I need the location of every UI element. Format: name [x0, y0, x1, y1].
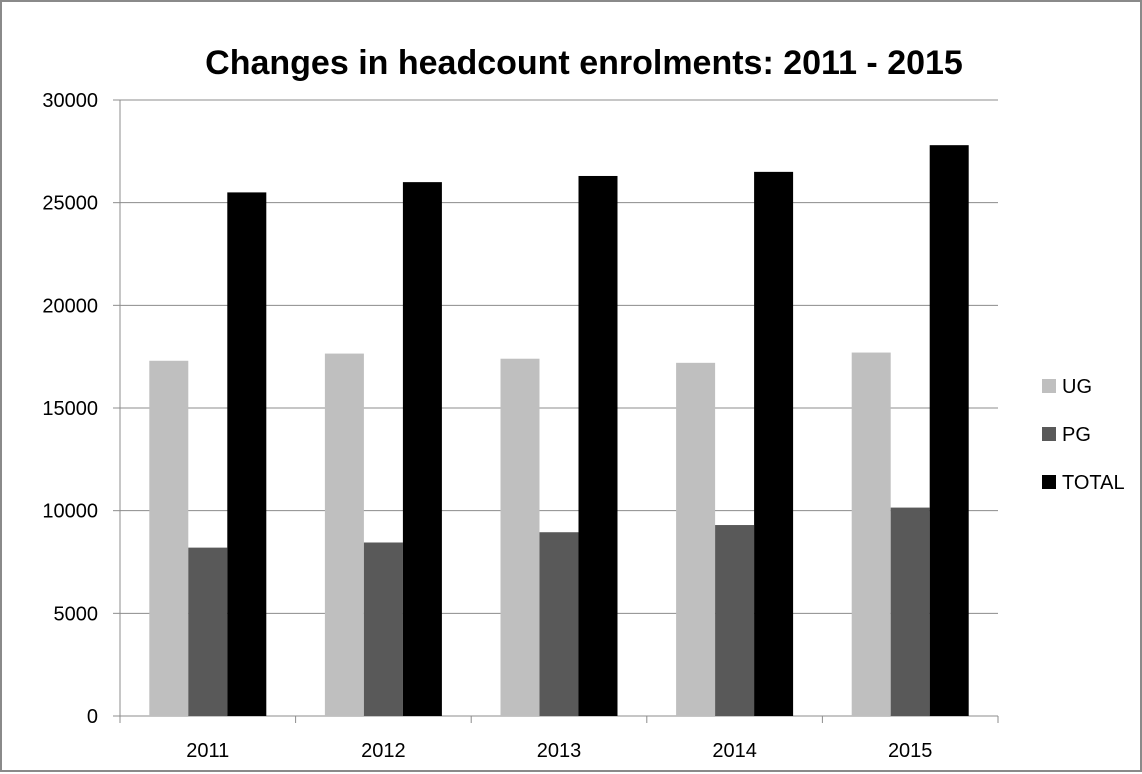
bar-total-2015 — [929, 145, 969, 716]
y-tick-label: 20000 — [42, 295, 98, 317]
legend-swatch-ug — [1042, 379, 1056, 393]
chart-title: Changes in headcount enrolments: 2011 - … — [205, 44, 963, 82]
bar-pg-2011 — [188, 547, 228, 716]
legend-label-pg: PG — [1062, 424, 1091, 446]
bar-ug-2014 — [676, 362, 716, 716]
gridlines — [120, 99, 998, 614]
bar-total-2013 — [578, 175, 618, 716]
bar-pg-2015 — [890, 507, 930, 716]
bar-total-2014 — [754, 171, 794, 716]
y-tick-label: 0 — [87, 706, 98, 728]
bar-pg-2012 — [363, 542, 403, 716]
legend: UG PG TOTAL — [1042, 376, 1125, 494]
bar-ug-2011 — [149, 360, 189, 716]
bars — [149, 145, 969, 717]
bar-total-2011 — [227, 192, 267, 716]
bar-pg-2013 — [539, 532, 579, 716]
y-tick-label: 15000 — [42, 398, 98, 420]
x-tick-label: 2011 — [186, 740, 229, 762]
x-tick-label: 2013 — [537, 740, 582, 762]
y-tick-label: 5000 — [54, 603, 99, 625]
bar-ug-2013 — [500, 358, 540, 716]
legend-label-ug: UG — [1062, 376, 1092, 398]
bar-ug-2015 — [851, 352, 891, 716]
bar-pg-2014 — [715, 525, 755, 716]
legend-label-total: TOTAL — [1062, 472, 1125, 494]
y-tick-label: 30000 — [42, 90, 98, 112]
bar-total-2012 — [402, 182, 442, 717]
y-tick-label: 10000 — [42, 501, 98, 523]
x-tick-label: 2012 — [361, 740, 406, 762]
x-tick-label: 2015 — [888, 740, 933, 762]
y-tick-label: 25000 — [42, 193, 98, 215]
bar-ug-2012 — [324, 353, 364, 716]
axes: 0 5000 10000 15000 20000 25000 30000 2011 2012 20… — [42, 90, 999, 762]
x-tick-label: 2014 — [712, 740, 757, 762]
legend-swatch-pg — [1042, 427, 1056, 441]
legend-swatch-total — [1042, 475, 1056, 489]
